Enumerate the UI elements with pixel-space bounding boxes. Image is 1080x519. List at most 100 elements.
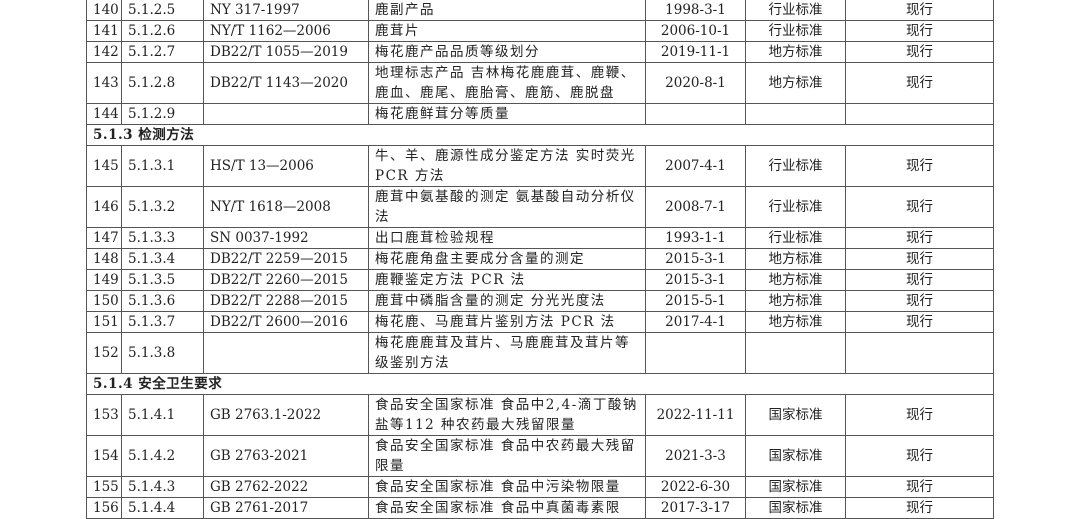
standard-number: DB22/T 2260—2015 [203, 269, 369, 291]
section-title: 5.1.3 检测方法 [86, 124, 994, 146]
standard-type: 地方标准 [745, 311, 846, 333]
standard-type: 地方标准 [745, 248, 846, 270]
standard-type [745, 103, 846, 125]
table-row: 147 5.1.3.3 SN 0037-1992 出口鹿茸检验规程 1993-1-1 行业… [86, 227, 994, 249]
clause-code: 5.1.3.1 [121, 145, 204, 187]
clause-code: 5.1.3.6 [121, 290, 204, 312]
standard-status: 现行 [845, 0, 994, 21]
implementation-date: 2008-7-1 [645, 186, 746, 228]
clause-code: 5.1.3.5 [121, 269, 204, 291]
standard-type: 国家标准 [745, 497, 846, 519]
standard-name: 食品安全国家标准 食品中农药最大残留限量 [368, 435, 646, 477]
standard-status: 现行 [845, 186, 994, 228]
standard-status: 现行 [845, 62, 994, 104]
implementation-date: 2017-4-1 [645, 311, 746, 333]
table-row: 142 5.1.2.7 DB22/T 1055—2019 梅花鹿产品品质等级划分 201… [86, 41, 994, 63]
standard-status: 现行 [845, 227, 994, 249]
clause-code: 5.1.4.4 [121, 497, 204, 519]
clause-code: 5.1.2.9 [121, 103, 204, 125]
section-header-row: 5.1.3 检测方法 [86, 124, 994, 146]
clause-code: 5.1.4.1 [121, 394, 204, 436]
standard-status: 现行 [845, 41, 994, 63]
standards-table: 140 5.1.2.5 NY 317-1997 鹿副产品 1998-3-1 行业标准 现行 1… [86, 0, 994, 519]
standard-name: 鹿茸片 [368, 20, 646, 42]
implementation-date: 2019-11-1 [645, 41, 746, 63]
standard-type [745, 332, 846, 374]
standard-number [203, 332, 369, 374]
implementation-date: 2021-3-3 [645, 435, 746, 477]
standard-type: 国家标准 [745, 394, 846, 436]
standard-name: 地理标志产品 吉林梅花鹿鹿茸、鹿鞭、鹿血、鹿尾、鹿胎膏、鹿筋、鹿脱盘 [368, 62, 646, 104]
implementation-date: 1993-1-1 [645, 227, 746, 249]
clause-code: 5.1.2.6 [121, 20, 204, 42]
standard-name: 食品安全国家标准 食品中2,4-滴丁酸钠盐等112 种农药最大残留限量 [368, 394, 646, 436]
clause-code: 5.1.3.4 [121, 248, 204, 270]
section-header-row: 5.1.4 安全卫生要求 [86, 373, 994, 395]
row-number: 142 [86, 41, 122, 63]
standard-name: 梅花鹿产品品质等级划分 [368, 41, 646, 63]
standard-status [845, 332, 994, 374]
standard-number: DB22/T 1055—2019 [203, 41, 369, 63]
row-number: 147 [86, 227, 122, 249]
standard-status: 现行 [845, 145, 994, 187]
row-number: 144 [86, 103, 122, 125]
standard-type: 行业标准 [745, 20, 846, 42]
section-title: 5.1.4 安全卫生要求 [86, 373, 994, 395]
clause-code: 5.1.4.3 [121, 476, 204, 498]
table-row: 156 5.1.4.4 GB 2761-2017 食品安全国家标准 食品中真菌毒素限 2… [86, 497, 994, 519]
row-number: 156 [86, 497, 122, 519]
table-row: 144 5.1.2.9 梅花鹿鲜茸分等质量 [86, 103, 994, 125]
clause-code: 5.1.3.2 [121, 186, 204, 228]
standard-status: 现行 [845, 497, 994, 519]
implementation-date: 2015-5-1 [645, 290, 746, 312]
table-row: 153 5.1.4.1 GB 2763.1-2022 食品安全国家标准 食品中2,4-… [86, 394, 994, 436]
standard-name: 梅花鹿鲜茸分等质量 [368, 103, 646, 125]
standard-number: SN 0037-1992 [203, 227, 369, 249]
row-number: 146 [86, 186, 122, 228]
row-number: 143 [86, 62, 122, 104]
standard-number: HS/T 13—2006 [203, 145, 369, 187]
standard-status: 现行 [845, 290, 994, 312]
table-row: 140 5.1.2.5 NY 317-1997 鹿副产品 1998-3-1 行业标准 现行 [86, 0, 994, 21]
standard-status: 现行 [845, 476, 994, 498]
row-number: 148 [86, 248, 122, 270]
standard-name: 鹿茸中磷脂含量的测定 分光光度法 [368, 290, 646, 312]
standard-number: GB 2762-2022 [203, 476, 369, 498]
table-row: 141 5.1.2.6 NY/T 1162—2006 鹿茸片 2006-10-1 行业标准… [86, 20, 994, 42]
row-number: 154 [86, 435, 122, 477]
standard-name: 牛、羊、鹿源性成分鉴定方法 实时荧光PCR 方法 [368, 145, 646, 187]
standard-number: NY/T 1618—2008 [203, 186, 369, 228]
table-row: 152 5.1.3.8 梅花鹿鹿茸及茸片、马鹿鹿茸及茸片等级鉴别方法 [86, 332, 994, 374]
standard-number: DB22/T 1143—2020 [203, 62, 369, 104]
implementation-date [645, 332, 746, 374]
standard-status: 现行 [845, 435, 994, 477]
table-row: 146 5.1.3.2 NY/T 1618—2008 鹿茸中氨基酸的测定 氨基酸自动分… [86, 186, 994, 228]
row-number: 150 [86, 290, 122, 312]
standard-number: GB 2763.1-2022 [203, 394, 369, 436]
standard-type: 地方标准 [745, 269, 846, 291]
standard-type: 行业标准 [745, 227, 846, 249]
standard-status: 现行 [845, 269, 994, 291]
clause-code: 5.1.3.3 [121, 227, 204, 249]
table-row: 148 5.1.3.4 DB22/T 2259—2015 梅花鹿角盘主要成分含量的测定… [86, 248, 994, 270]
standard-name: 梅花鹿角盘主要成分含量的测定 [368, 248, 646, 270]
implementation-date: 2022-11-11 [645, 394, 746, 436]
row-number: 140 [86, 0, 122, 21]
row-number: 152 [86, 332, 122, 374]
standard-name: 鹿副产品 [368, 0, 646, 21]
standard-type: 行业标准 [745, 145, 846, 187]
row-number: 141 [86, 20, 122, 42]
standard-number [203, 103, 369, 125]
clause-code: 5.1.3.7 [121, 311, 204, 333]
standard-type: 国家标准 [745, 476, 846, 498]
standard-name: 鹿鞭鉴定方法 PCR 法 [368, 269, 646, 291]
standard-number: GB 2763-2021 [203, 435, 369, 477]
standard-type: 地方标准 [745, 290, 846, 312]
standard-status [845, 103, 994, 125]
implementation-date: 2006-10-1 [645, 20, 746, 42]
standard-type: 行业标准 [745, 186, 846, 228]
standard-name: 食品安全国家标准 食品中真菌毒素限 [368, 497, 646, 519]
clause-code: 5.1.2.7 [121, 41, 204, 63]
table-row: 143 5.1.2.8 DB22/T 1143—2020 地理标志产品 吉林梅花鹿鹿茸… [86, 62, 994, 104]
table-row: 145 5.1.3.1 HS/T 13—2006 牛、羊、鹿源性成分鉴定方法 实时荧光… [86, 145, 994, 187]
